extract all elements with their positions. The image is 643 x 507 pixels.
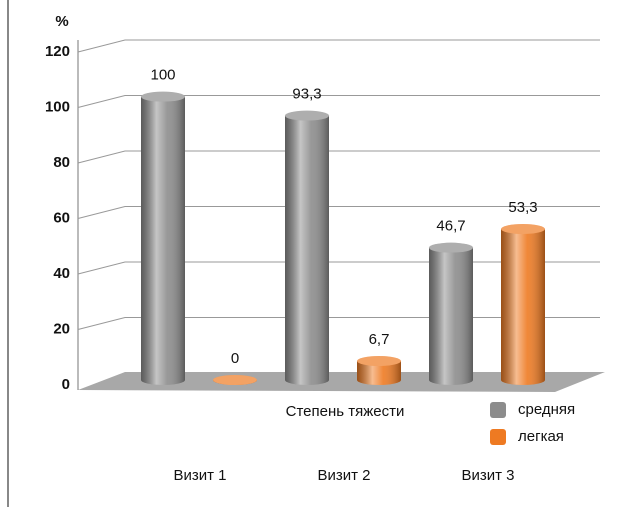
- y-tick-label: 60: [53, 209, 70, 226]
- x-tick-label: Визит 3: [461, 467, 514, 484]
- legend-label: средняя: [518, 401, 575, 418]
- x-tick-label: Визит 2: [317, 467, 370, 484]
- bar-top: [501, 223, 545, 234]
- bar-top-shine: [501, 223, 545, 234]
- y-tick-label: 100: [45, 98, 70, 115]
- value-label: 53,3: [508, 199, 537, 216]
- y-axis-label: %: [55, 13, 68, 30]
- grid-line: [77, 95, 600, 108]
- bar-shading: [285, 115, 329, 386]
- bar-shading: [501, 228, 545, 385]
- y-tick-label: 40: [53, 265, 70, 282]
- bar-shading: [141, 96, 185, 386]
- grid-line: [77, 206, 600, 219]
- grid-line: [77, 39, 600, 53]
- x-axis-label: Степень тяжести: [286, 403, 405, 420]
- y-tick-label: 0: [62, 376, 70, 393]
- floor: [78, 372, 605, 392]
- legend-swatch: [490, 429, 506, 445]
- y-tick-label: 120: [45, 43, 70, 60]
- value-label: 46,7: [436, 218, 465, 235]
- legend-label: легкая: [518, 428, 564, 445]
- bar-top-shine: [141, 91, 185, 102]
- value-label: 100: [150, 67, 175, 84]
- bar-top-shine: [357, 356, 401, 367]
- bar-shading: [429, 247, 473, 385]
- legend-swatch: [490, 402, 506, 418]
- bar-top-shine: [213, 375, 257, 385]
- bar-top: [285, 110, 329, 121]
- bar-top: [429, 242, 473, 253]
- bar-top-shine: [285, 110, 329, 121]
- bar-top: [141, 91, 185, 102]
- value-label: 6,7: [369, 331, 390, 348]
- bar-shading: [357, 361, 401, 385]
- bar-top-shine: [429, 242, 473, 253]
- bar-top: [357, 356, 401, 367]
- bar-top: [213, 375, 257, 385]
- y-tick-label: 20: [53, 320, 70, 337]
- grid-line: [77, 150, 600, 164]
- x-tick-label: Визит 1: [173, 467, 226, 484]
- value-label: 0: [231, 350, 239, 367]
- value-label: 93,3: [292, 86, 321, 103]
- y-tick-label: 80: [53, 154, 70, 171]
